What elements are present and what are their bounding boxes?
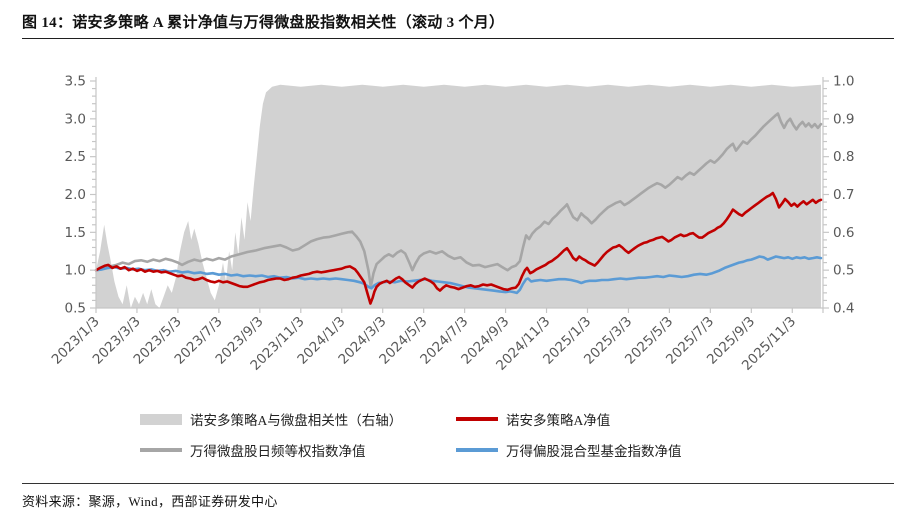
- x-tick-label: 2025/11/3: [739, 314, 799, 374]
- right-tick-label: 0.9: [833, 111, 854, 127]
- x-tick-label: 2025/7/3: [663, 314, 717, 368]
- x-tick-label: 2023/3/3: [90, 314, 144, 368]
- x-tick-label: 2024/1/3: [294, 314, 348, 368]
- legend-label-microcap-index: 万得微盘股日频等权指数净值: [190, 444, 366, 459]
- x-tick-label: 2024/7/3: [417, 314, 471, 368]
- blue-line-swatch-icon: [456, 448, 498, 452]
- x-tick-label: 2025/1/3: [540, 314, 594, 368]
- legend-item-equity-fund-index: 万得偏股混合型基金指数净值: [456, 440, 682, 460]
- left-tick-label: 1.5: [65, 225, 86, 241]
- x-tick-label: 2024/11/3: [493, 314, 553, 374]
- left-tick-label: 1.0: [65, 263, 86, 279]
- x-tick-label: 2025/9/3: [704, 314, 758, 368]
- left-axis-labels: 0.5 1.0 1.5 2.0 2.5 3.0 3.5: [65, 74, 86, 317]
- legend-label-equity-fund-index: 万得偏股混合型基金指数净值: [506, 444, 682, 459]
- legend-item-correlation: 诺安多策略A与微盘相关性（右轴）: [140, 409, 456, 429]
- x-tick-label: 2023/5/3: [131, 314, 185, 368]
- figure-title: 图 14：诺安多策略 A 累计净值与万得微盘股指数相关性（滚动 3 个月）: [22, 15, 505, 31]
- footer-divider: [22, 483, 894, 484]
- left-tick-label: 2.0: [65, 187, 86, 203]
- left-tick-label: 3.5: [65, 74, 86, 90]
- legend-row: 万得微盘股日频等权指数净值 万得偏股混合型基金指数净值: [140, 438, 780, 462]
- left-tick-label: 2.5: [65, 149, 86, 165]
- right-tick-label: 1.0: [833, 74, 854, 90]
- left-tick-label: 3.0: [65, 111, 86, 127]
- legend-label-correlation: 诺安多策略A与微盘相关性（右轴）: [190, 413, 403, 428]
- x-tick-label: 2023/1/3: [49, 314, 103, 368]
- right-tick-label: 0.5: [833, 263, 854, 279]
- x-tick-label: 2025/3/3: [581, 314, 635, 368]
- right-tick-label: 0.6: [833, 225, 854, 241]
- right-tick-label: 0.8: [833, 149, 854, 165]
- gray-line-swatch-icon: [140, 448, 182, 452]
- line-series: [94, 112, 823, 289]
- red-line-swatch-icon: [456, 417, 498, 421]
- x-tick-label: 2024/9/3: [458, 314, 512, 368]
- axes: [90, 77, 829, 313]
- x-tick-label: 2024/5/3: [376, 314, 430, 368]
- left-tick-label: 0.5: [65, 301, 86, 317]
- series-line: [94, 191, 823, 305]
- area-swatch-icon: [140, 413, 182, 425]
- chart-legend: 诺安多策略A与微盘相关性（右轴） 诺安多策略A净值 万得微盘股日频等权指数净值 …: [140, 407, 780, 469]
- source-note: 资料来源：聚源，Wind，西部证券研发中心: [22, 494, 278, 509]
- line-series: [94, 191, 823, 305]
- title-divider: [22, 38, 894, 39]
- legend-label-fund-nav: 诺安多策略A净值: [506, 413, 611, 428]
- legend-item-microcap-index: 万得微盘股日频等权指数净值: [140, 440, 456, 460]
- series-line: [94, 255, 823, 295]
- right-tick-label: 0.4: [833, 301, 854, 317]
- x-tick-label: 2025/5/3: [622, 314, 676, 368]
- x-tick-label: 2023/9/3: [212, 314, 266, 368]
- x-tick-label: 2023/7/3: [172, 314, 226, 368]
- correlation-area: [96, 84, 821, 308]
- line-series: [94, 255, 823, 295]
- right-tick-label: 0.7: [833, 187, 854, 203]
- right-axis-labels: 0.4 0.5 0.6 0.7 0.8 0.9 1.0: [833, 74, 854, 317]
- correlation-area-series: [96, 84, 821, 308]
- legend-row: 诺安多策略A与微盘相关性（右轴） 诺安多策略A净值: [140, 407, 780, 431]
- series-line: [94, 112, 823, 289]
- x-tick-label: 2023/11/3: [247, 314, 307, 374]
- x-axis-labels: 2023/1/32023/3/32023/5/32023/7/32023/9/3…: [49, 314, 799, 374]
- legend-item-fund-nav: 诺安多策略A净值: [456, 409, 610, 429]
- x-tick-label: 2024/3/3: [335, 314, 389, 368]
